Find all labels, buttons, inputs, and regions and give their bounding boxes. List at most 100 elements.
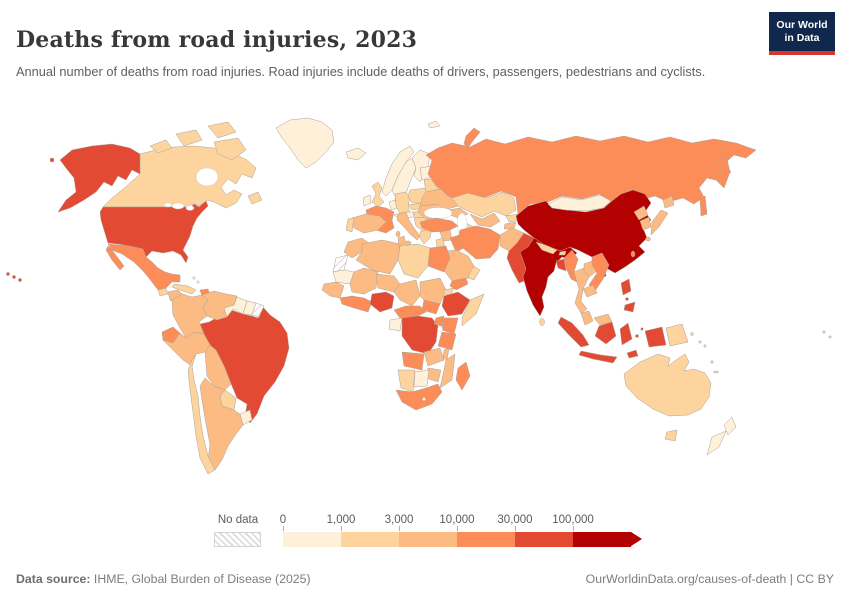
legend-bucket-swatch[interactable] (341, 532, 399, 547)
legend-bucket-swatch[interactable] (515, 532, 573, 547)
country-lesotho[interactable] (421, 396, 427, 402)
country-nepal[interactable] (535, 241, 558, 255)
country-south-africa[interactable] (395, 383, 443, 411)
country-papua-new-guinea[interactable] (665, 323, 689, 347)
country-canada-island[interactable] (207, 121, 237, 139)
country-fiji[interactable] (828, 335, 832, 339)
country-uganda[interactable] (433, 315, 445, 327)
country-egypt[interactable] (427, 245, 451, 273)
country-russia-kamchatka[interactable] (715, 154, 731, 189)
country-png-new-britain[interactable] (690, 332, 694, 336)
country-malawi[interactable] (442, 347, 450, 361)
country-russia-sakhalin[interactable] (699, 195, 708, 217)
country-kenya[interactable] (441, 317, 459, 335)
country-spain[interactable] (351, 213, 387, 234)
country-kazakhstan[interactable] (451, 191, 517, 218)
country-canada-island[interactable] (149, 139, 173, 154)
country-colombia[interactable] (171, 293, 209, 339)
country-iran[interactable] (457, 225, 501, 260)
country-cuba[interactable] (171, 283, 197, 295)
country-usa-hawaii[interactable] (6, 272, 10, 276)
country-new-zealand-south[interactable] (706, 430, 727, 456)
country-mozambique[interactable] (439, 353, 456, 389)
country-russia[interactable] (425, 135, 757, 215)
country-bahamas[interactable] (192, 276, 196, 280)
country-zambia[interactable] (423, 347, 445, 367)
country-south-sudan[interactable] (421, 299, 441, 315)
country-japan-kyushu[interactable] (645, 236, 651, 242)
country-usa-hawaii[interactable] (18, 278, 22, 282)
country-taiwan[interactable] (630, 250, 636, 258)
country-solomon-islands[interactable] (698, 340, 702, 344)
country-philippines-visayas[interactable] (625, 297, 629, 301)
country-north-korea[interactable] (633, 205, 649, 221)
country-greenland[interactable] (275, 117, 335, 169)
country-chile[interactable] (187, 353, 216, 475)
country-gabon-congo[interactable] (388, 317, 403, 332)
country-norway[interactable] (381, 145, 415, 197)
country-portugal[interactable] (345, 217, 355, 233)
country-indonesia-timor[interactable] (626, 349, 639, 359)
country-canada-island[interactable] (175, 129, 203, 147)
legend-no-data-swatch[interactable] (214, 532, 261, 547)
country-indonesia-moluccas[interactable] (640, 327, 644, 331)
country-philippines-luzon[interactable] (620, 278, 632, 296)
country-usa-hawaii[interactable] (12, 275, 16, 279)
country-angola[interactable] (401, 351, 425, 371)
country-mali[interactable] (349, 267, 379, 295)
country-indonesia-kalimantan[interactable] (594, 321, 617, 345)
footer-link[interactable]: OurWorldinData.org/causes-of-death | CC … (585, 572, 834, 586)
country-french-guiana[interactable] (251, 302, 265, 318)
country-bhutan[interactable] (558, 250, 567, 256)
country-fiji[interactable] (822, 330, 826, 334)
country-algeria[interactable] (355, 239, 401, 275)
country-libya[interactable] (397, 243, 431, 279)
country-argentina[interactable] (199, 377, 244, 471)
country-italy[interactable] (396, 211, 421, 241)
country-new-caledonia[interactable] (713, 370, 719, 374)
country-western-sahara[interactable] (332, 254, 349, 273)
country-yemen[interactable] (449, 277, 469, 291)
country-guatemala[interactable] (157, 287, 169, 297)
country-philippines-mindanao[interactable] (623, 301, 636, 313)
country-japan-honshu[interactable] (650, 209, 669, 236)
country-new-zealand-north[interactable] (723, 416, 737, 436)
country-mexico[interactable] (107, 243, 181, 291)
country-turkey[interactable] (419, 217, 459, 233)
country-indonesia-sumatra[interactable] (557, 316, 590, 348)
country-bahamas[interactable] (196, 280, 200, 284)
country-solomon-islands[interactable] (703, 344, 707, 348)
country-australia[interactable] (623, 353, 712, 417)
country-usa-island[interactable] (49, 157, 55, 163)
country-cameroon-car[interactable] (393, 305, 427, 319)
country-uzbekistan[interactable] (469, 212, 501, 228)
country-ethiopia[interactable] (441, 291, 471, 317)
country-malaysia-peninsula[interactable] (580, 310, 594, 326)
country-cambodia[interactable] (582, 284, 598, 298)
country-tajikistan[interactable] (503, 221, 517, 230)
country-senegal-guinea[interactable] (321, 281, 345, 299)
country-ireland[interactable] (362, 194, 372, 207)
country-indonesia-java[interactable] (578, 350, 618, 364)
country-botswana[interactable] (413, 369, 430, 388)
country-italy-sardinia[interactable] (395, 230, 401, 238)
legend-bucket-swatch[interactable] (283, 532, 341, 547)
country-nigeria[interactable] (369, 291, 395, 313)
country-tanzania[interactable] (437, 331, 457, 351)
country-namibia[interactable] (397, 369, 416, 393)
country-oman[interactable] (467, 265, 481, 281)
legend-bucket-swatch[interactable] (457, 532, 515, 547)
country-svalbard[interactable] (427, 120, 441, 129)
country-sri-lanka[interactable] (539, 318, 545, 326)
legend-bucket-swatch[interactable] (573, 532, 631, 547)
country-canada-baffin[interactable] (213, 137, 247, 161)
country-russia-novaya-zemlya[interactable] (463, 127, 481, 149)
country-canada[interactable] (102, 145, 257, 209)
country-united-kingdom[interactable] (371, 181, 385, 208)
country-vanuatu[interactable] (710, 360, 714, 364)
country-dr-congo[interactable] (401, 315, 439, 355)
country-japan-hokkaido[interactable] (662, 195, 675, 209)
country-iceland[interactable] (345, 147, 367, 161)
country-madagascar[interactable] (455, 361, 471, 391)
country-bangladesh[interactable] (555, 258, 567, 272)
